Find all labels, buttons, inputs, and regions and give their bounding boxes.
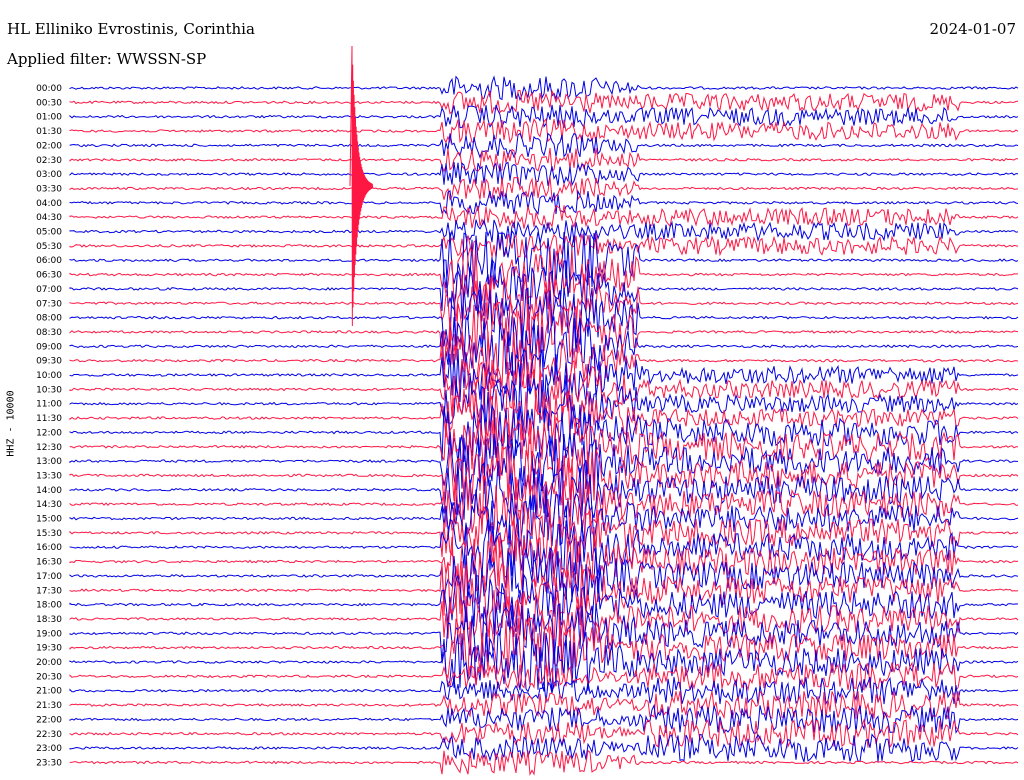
row-time-label: 20:30 xyxy=(36,672,62,682)
row-time-label: 07:00 xyxy=(36,285,62,295)
row-time-label: 22:00 xyxy=(36,715,62,725)
row-time-label: 06:00 xyxy=(36,256,62,266)
trace-row-1930 xyxy=(69,617,1019,680)
row-time-label: 03:30 xyxy=(36,184,62,194)
row-time-label: 02:00 xyxy=(36,141,62,151)
trace-row-0130 xyxy=(69,117,1019,144)
trace-row-2000 xyxy=(69,632,1019,693)
date-label: 2024-01-07 xyxy=(929,20,1016,38)
trace-row-2230 xyxy=(69,718,1019,749)
row-time-label: 01:00 xyxy=(36,113,62,123)
row-time-label: 16:00 xyxy=(36,543,62,553)
row-time-label: 19:00 xyxy=(36,629,62,639)
trace-row-0800 xyxy=(69,287,1019,347)
row-time-label: 23:30 xyxy=(36,758,62,768)
row-time-label: 14:00 xyxy=(36,486,62,496)
row-time-label: 02:30 xyxy=(36,156,62,166)
row-time-label: 13:30 xyxy=(36,471,62,481)
row-time-label: 08:00 xyxy=(36,314,62,324)
filter-label: Applied filter: WWSSN-SP xyxy=(7,50,207,68)
trace-row-0200 xyxy=(69,132,1019,159)
trace-row-0300 xyxy=(69,161,1019,188)
trace-row-2100 xyxy=(69,676,1019,706)
trace-row-1530 xyxy=(69,506,1019,563)
row-time-label: 18:00 xyxy=(36,601,62,611)
trace-row-1000 xyxy=(69,346,1019,405)
trace-row-0430 xyxy=(69,205,1019,230)
row-time-label: 12:00 xyxy=(36,428,62,438)
row-time-label: 18:30 xyxy=(36,615,62,625)
row-time-label: 01:30 xyxy=(36,127,62,137)
trace-row-0530 xyxy=(69,233,1019,259)
row-time-label: 21:30 xyxy=(36,701,62,711)
trace-row-0330 xyxy=(69,177,1019,202)
row-time-label: 14:30 xyxy=(36,500,62,510)
trace-row-0000 xyxy=(69,75,1019,102)
row-time-label: 13:00 xyxy=(36,457,62,467)
trace-row-1130 xyxy=(69,389,1019,446)
row-time-label: 08:30 xyxy=(36,328,62,338)
row-time-label: 12:30 xyxy=(36,443,62,453)
trace-row-0730 xyxy=(69,273,1019,331)
time-tick-labels: 00:00 00:30 01:00 01:30 02:00 02:30 03:00 03:30… xyxy=(36,84,62,768)
trace-row-0030 xyxy=(69,89,1019,115)
row-time-label: 17:30 xyxy=(36,586,62,596)
trace-row-1800 xyxy=(69,573,1019,635)
row-time-label: 00:30 xyxy=(36,98,62,108)
earthquake-event-trace xyxy=(349,45,374,327)
row-time-label: 03:00 xyxy=(36,170,62,180)
trace-row-2300 xyxy=(69,733,1019,763)
trace-row-0400 xyxy=(69,189,1019,216)
row-time-label: 00:00 xyxy=(36,84,62,94)
trace-row-2200 xyxy=(69,703,1019,735)
trace-row-1900 xyxy=(69,603,1019,664)
row-time-label: 07:30 xyxy=(36,299,62,309)
trace-row-1630 xyxy=(69,533,1019,592)
trace-row-1300 xyxy=(69,431,1018,492)
row-time-label: 19:30 xyxy=(36,644,62,654)
row-time-label: 15:00 xyxy=(36,515,62,525)
row-time-label: 05:00 xyxy=(36,228,62,238)
trace-row-1730 xyxy=(69,561,1019,620)
row-time-label: 09:30 xyxy=(36,357,62,367)
trace-row-1230 xyxy=(69,415,1018,477)
trace-row-2330 xyxy=(69,749,1019,776)
row-time-label: 09:00 xyxy=(36,342,62,352)
row-time-label: 10:00 xyxy=(36,371,62,381)
row-time-label: 04:30 xyxy=(36,213,62,223)
trace-row-0630 xyxy=(69,247,1019,305)
trace-row-0830 xyxy=(69,301,1019,362)
row-time-label: 20:00 xyxy=(36,658,62,668)
row-time-label: 17:00 xyxy=(36,572,62,582)
trace-row-0230 xyxy=(69,148,1018,173)
trace-row-0100 xyxy=(69,104,1019,129)
row-time-label: 11:00 xyxy=(36,400,62,410)
row-time-label: 23:00 xyxy=(36,744,62,754)
seismic-traces xyxy=(69,45,1019,776)
row-time-label: 10:30 xyxy=(36,385,62,395)
row-time-label: 15:30 xyxy=(36,529,62,539)
row-time-label: 21:00 xyxy=(36,687,62,697)
trace-row-1430 xyxy=(69,474,1018,535)
row-time-label: 05:30 xyxy=(36,242,62,252)
row-time-label: 04:00 xyxy=(36,199,62,209)
station-title: HL Elliniko Evrostinis, Corinthia xyxy=(7,20,255,38)
trace-row-0500 xyxy=(69,219,1019,244)
trace-row-0900 xyxy=(69,316,1019,377)
trace-row-0700 xyxy=(69,257,1019,319)
row-time-label: 22:30 xyxy=(36,730,62,740)
row-time-label: 11:30 xyxy=(36,414,62,424)
trace-row-2030 xyxy=(69,661,1019,692)
trace-row-1600 xyxy=(69,517,1019,578)
row-time-label: 06:30 xyxy=(36,271,62,281)
trace-row-2130 xyxy=(69,690,1019,721)
row-time-label: 16:30 xyxy=(36,558,62,568)
